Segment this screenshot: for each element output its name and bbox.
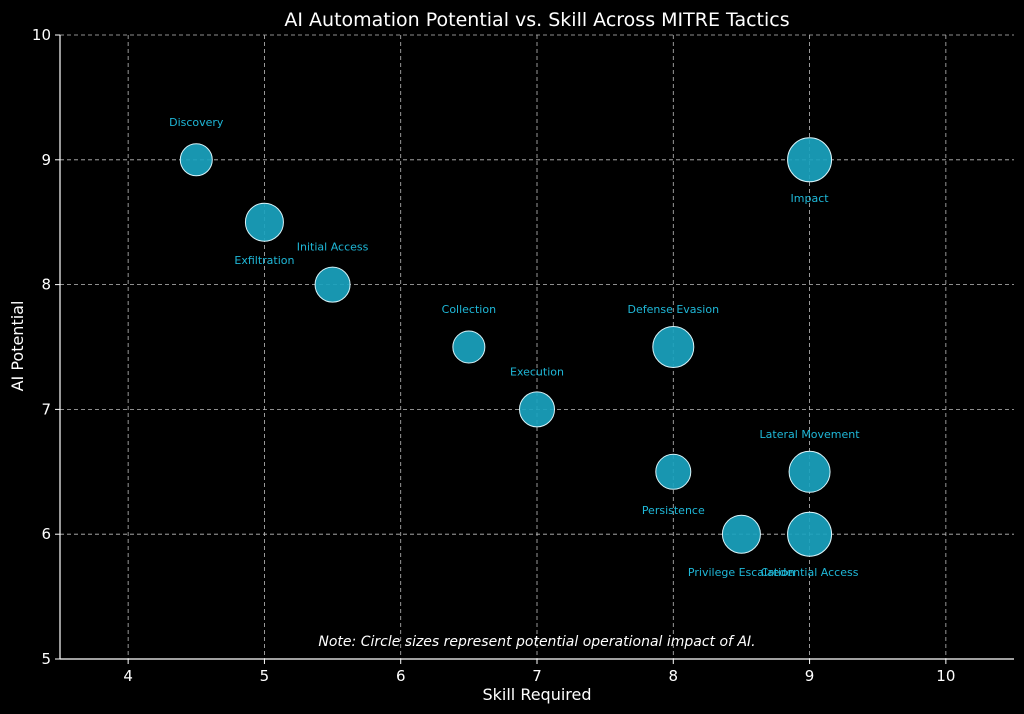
data-point (179, 143, 213, 177)
data-point (787, 511, 833, 557)
y-tick-label: 7 (41, 400, 51, 418)
point-label: Exfiltration (234, 254, 294, 267)
x-tick-label: 7 (532, 667, 542, 685)
point-label: Defense Evasion (628, 303, 720, 316)
data-point (452, 330, 486, 364)
x-tick-label: 6 (396, 667, 406, 685)
point-label: Privilege Escalation (688, 566, 795, 579)
point-label: Impact (791, 192, 830, 205)
y-tick-label: 6 (41, 525, 51, 543)
data-point (314, 266, 351, 303)
data-point (519, 391, 555, 428)
y-tick-label: 5 (41, 650, 51, 668)
data-point (721, 514, 761, 554)
data-point (788, 450, 831, 493)
point-label: Collection (442, 303, 496, 316)
y-tick-label: 8 (41, 276, 51, 294)
x-tick-label: 5 (260, 667, 270, 685)
data-point (244, 202, 284, 242)
data-point (652, 326, 695, 368)
chart-title: AI Automation Potential vs. Skill Across… (284, 9, 789, 31)
point-label: Initial Access (297, 241, 369, 254)
data-points (179, 137, 833, 557)
x-tick-label: 4 (123, 667, 133, 685)
x-tick-label: 8 (669, 667, 679, 685)
x-axis-label: Skill Required (482, 685, 591, 704)
point-label: Credential Access (761, 566, 859, 579)
y-axis-label: AI Potential (8, 301, 27, 392)
point-label: Execution (510, 365, 564, 378)
data-point (787, 137, 833, 183)
axes: 4 5 6 7 8 9 10 5 6 7 8 9 10 (32, 26, 1014, 685)
x-tick-label: 10 (936, 667, 955, 685)
y-tick-label: 10 (32, 26, 51, 44)
point-label: Lateral Movement (760, 428, 861, 441)
y-tick-label: 9 (41, 151, 51, 169)
chart-note: Note: Circle sizes represent potential o… (318, 634, 755, 650)
data-point (655, 453, 692, 490)
point-label: Persistence (642, 504, 705, 517)
x-tick-label: 9 (805, 667, 815, 685)
point-label: Discovery (169, 116, 224, 129)
